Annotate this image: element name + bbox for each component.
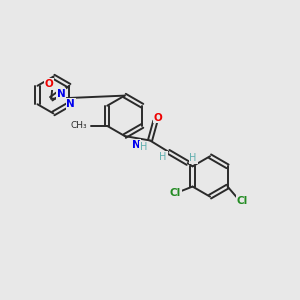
Text: H: H bbox=[159, 152, 167, 162]
Text: N: N bbox=[131, 140, 140, 150]
Text: H: H bbox=[189, 153, 197, 163]
Text: N: N bbox=[57, 89, 66, 99]
Text: N: N bbox=[67, 99, 75, 109]
Text: CH₃: CH₃ bbox=[71, 122, 87, 130]
Text: Cl: Cl bbox=[170, 188, 181, 197]
Text: O: O bbox=[44, 79, 53, 89]
Text: H: H bbox=[140, 142, 148, 152]
Text: Cl: Cl bbox=[237, 196, 248, 206]
Text: O: O bbox=[154, 112, 163, 123]
